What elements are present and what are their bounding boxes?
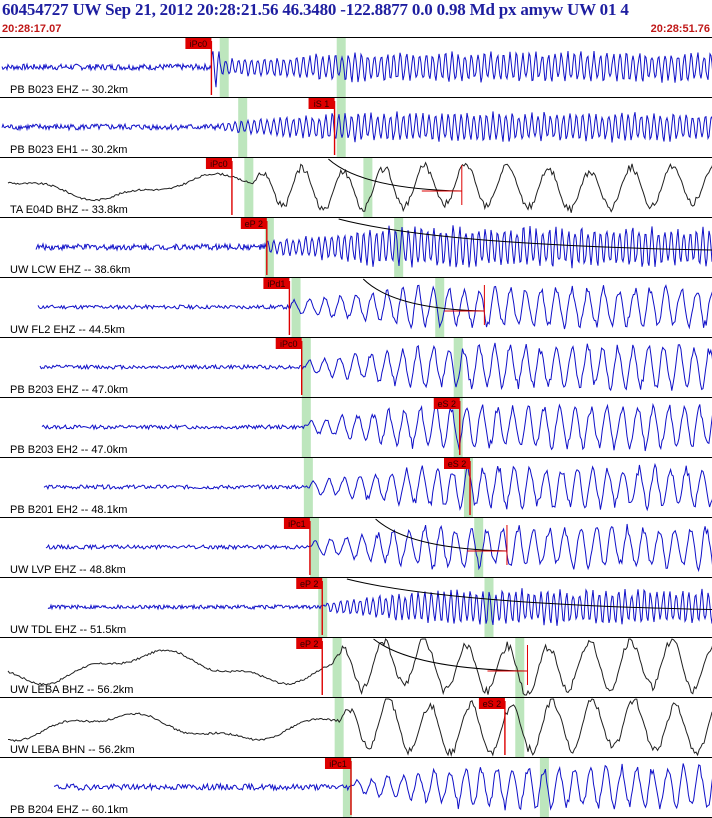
trace-row[interactable]: eP 2 UW LEBA BHZ -- 56.2km <box>0 637 712 698</box>
trace-row[interactable]: eS 2 UW LEBA BHN -- 56.2km <box>0 697 712 758</box>
p-pick-label-box <box>185 38 212 49</box>
waveform-trace <box>1 50 712 88</box>
coda-decay-curve <box>338 218 712 251</box>
p-pick-label-box <box>296 578 323 589</box>
trace-row[interactable]: iPc0 TA E04D BHZ -- 33.8km <box>0 157 712 218</box>
p-pick-label: iPc0 <box>210 159 228 169</box>
waveform-trace <box>7 638 712 696</box>
window-end-time: 20:28:51.76 <box>650 23 710 35</box>
p-pick-label: iPc0 <box>280 339 298 349</box>
time-window-band <box>238 98 248 157</box>
waveform-trace <box>37 284 712 330</box>
time-window-band <box>484 578 494 637</box>
station-label: TA E04D BHZ -- 33.8km <box>10 204 128 216</box>
trace-row[interactable]: eS 2 PB B203 EH2 -- 47.0km <box>0 397 712 458</box>
trace-row[interactable]: iPc1 PB B204 EHZ -- 60.1km <box>0 757 712 818</box>
time-window-band <box>336 98 346 157</box>
s-pick-label-box <box>433 398 460 409</box>
s-pick-label: eS 2 <box>483 699 502 709</box>
time-window-band <box>453 338 463 397</box>
time-window-band <box>539 758 549 817</box>
waveform-trace <box>7 161 712 213</box>
station-label: PB B023 EH1 -- 30.2km <box>10 144 127 156</box>
p-pick-label-box <box>263 278 290 289</box>
waveform-trace <box>47 588 712 626</box>
time-window-band <box>332 638 342 697</box>
p-pick-label-box <box>275 338 302 349</box>
coda-decay-curve <box>362 278 485 312</box>
p-pick-label-box <box>205 158 232 169</box>
p-pick-label-box <box>324 758 351 769</box>
p-pick-label-box <box>240 218 267 229</box>
time-window-band <box>394 218 404 277</box>
trace-row[interactable]: iPc1 UW LVP EHZ -- 48.8km <box>0 517 712 578</box>
time-window-band <box>301 338 311 397</box>
window-start-time: 20:28:17.07 <box>2 23 62 35</box>
trace-row[interactable]: eP 2 UW LCW EHZ -- 38.6km <box>0 217 712 278</box>
waveform-trace <box>53 763 712 811</box>
p-pick-label: iPc0 <box>190 39 208 49</box>
p-pick-label: iPd1 <box>267 279 285 289</box>
p-pick-label: eP 2 <box>300 639 318 649</box>
time-window-band <box>310 518 320 577</box>
s-pick-label: iS 1 <box>314 99 330 109</box>
trace-row[interactable]: iPc0 PB B203 EHZ -- 47.0km <box>0 337 712 398</box>
station-label: PB B203 EH2 -- 47.0km <box>10 444 127 456</box>
station-label: PB B023 EHZ -- 30.2km <box>10 84 128 96</box>
seismogram-panel[interactable]: iPc0 PB B023 EHZ -- 30.2km iS 1 PB B023 EH1… <box>0 37 712 818</box>
trace-row[interactable]: iPc0 PB B023 EHZ -- 30.2km <box>0 37 712 98</box>
p-pick-label: iPc1 <box>329 759 347 769</box>
s-pick-label: eS 2 <box>448 459 467 469</box>
time-window-band <box>515 698 525 757</box>
trace-row[interactable]: eS 2 PB B201 EH2 -- 48.1km <box>0 457 712 518</box>
time-window-band <box>363 158 373 217</box>
time-window-band <box>291 278 301 337</box>
trace-row[interactable]: eP 2 UW TDL EHZ -- 51.5km <box>0 577 712 638</box>
time-window-band <box>453 398 463 457</box>
event-title: 60454727 UW Sep 21, 2012 20:28:21.56 46.… <box>2 0 629 19</box>
time-window-band <box>474 518 484 577</box>
coda-decay-curve <box>328 158 462 192</box>
time-window-band <box>463 458 473 517</box>
trace-row[interactable]: iS 1 PB B023 EH1 -- 30.2km <box>0 97 712 158</box>
s-pick-label-box <box>478 698 505 709</box>
p-pick-label: eP 2 <box>245 219 263 229</box>
time-window-band <box>334 698 344 757</box>
p-pick-label: eP 2 <box>300 579 318 589</box>
waveform-trace <box>41 402 712 452</box>
waveform-trace <box>8 698 712 757</box>
station-label: PB B204 EHZ -- 60.1km <box>10 804 128 816</box>
station-label: UW TDL EHZ -- 51.5km <box>10 624 126 636</box>
waveform-trace <box>39 342 712 392</box>
waveform-trace <box>43 462 712 512</box>
p-pick-label-box <box>296 638 323 649</box>
s-pick-label-box <box>444 458 471 469</box>
waveform-trace <box>45 523 712 573</box>
station-label: PB B203 EHZ -- 47.0km <box>10 384 128 396</box>
coda-decay-curve <box>346 578 712 611</box>
waveform-trace <box>35 225 712 269</box>
station-label: PB B201 EH2 -- 48.1km <box>10 504 127 516</box>
p-pick-label: iPc1 <box>288 519 306 529</box>
station-label: UW LVP EHZ -- 48.8km <box>10 564 126 576</box>
station-label: UW LEBA BHZ -- 56.2km <box>10 684 133 696</box>
station-label: UW LEBA BHN -- 56.2km <box>10 744 135 756</box>
coda-decay-curve <box>373 638 528 672</box>
waveform-trace <box>1 111 712 143</box>
p-pick-label-box <box>283 518 310 529</box>
time-window-band <box>336 38 346 97</box>
time-window-band <box>244 158 254 217</box>
time-window-band <box>515 638 525 697</box>
station-label: UW FL2 EHZ -- 44.5km <box>10 324 125 336</box>
coda-decay-curve <box>375 518 507 552</box>
event-header: 60454727 UW Sep 21, 2012 20:28:21.56 46.… <box>0 0 712 37</box>
station-label: UW LCW EHZ -- 38.6km <box>10 264 130 276</box>
trace-row[interactable]: iPd1 UW FL2 EHZ -- 44.5km <box>0 277 712 338</box>
s-pick-label: eS 2 <box>437 399 456 409</box>
time-window-band <box>301 398 311 457</box>
s-pick-label-box <box>308 98 335 109</box>
